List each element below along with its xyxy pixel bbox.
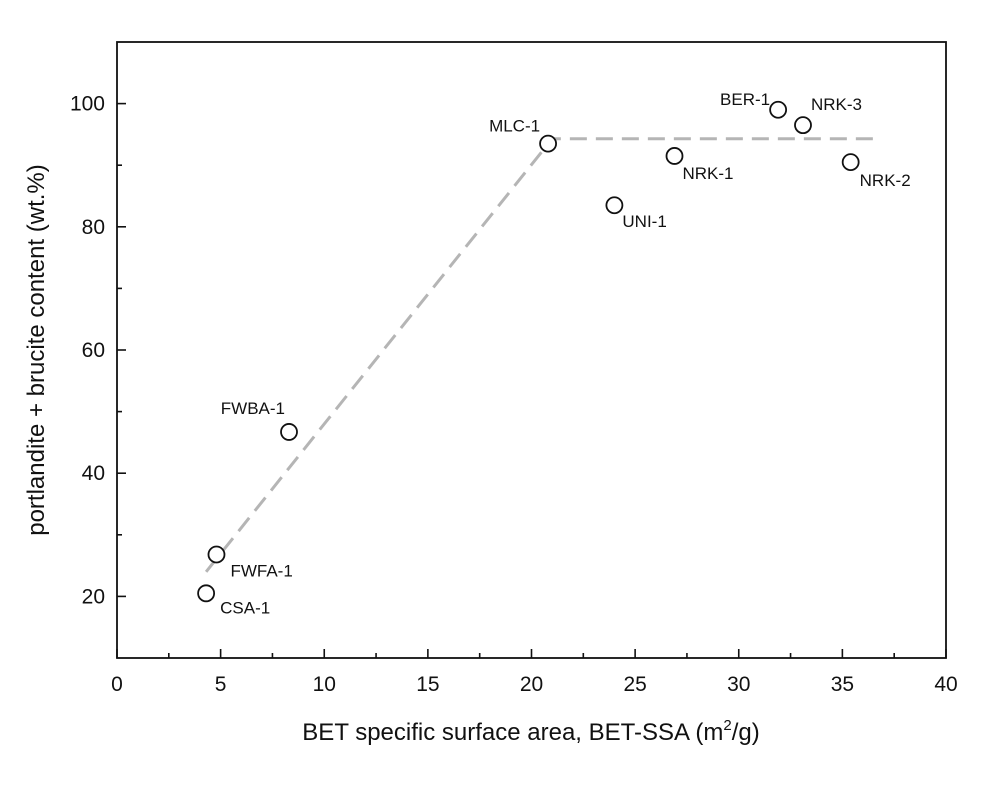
data-point (665, 147, 684, 165)
point-label: CSA-1 (220, 598, 270, 617)
point-label: UNI-1 (622, 212, 666, 231)
data-point (605, 196, 624, 215)
point-labels: CSA-1 FWFA-1 FWBA-1 MLC-1 UNI-1 NRK-1 BER-1 NRK… (220, 90, 911, 618)
trend-line (204, 137, 874, 573)
x-tick-label: 25 (623, 673, 646, 696)
y-axis-title: portlandite + brucite content (wt.%) (23, 164, 50, 536)
x-axis: 0 5 10 15 20 25 30 35 40 (111, 649, 958, 696)
x-tick-label: 40 (934, 673, 957, 696)
x-tick-label: 5 (215, 673, 227, 696)
point-label: MLC-1 (489, 117, 540, 136)
data-points (197, 100, 860, 603)
data-point (794, 116, 812, 135)
x-tick-label: 0 (111, 673, 123, 696)
y-tick-label: 80 (82, 216, 105, 239)
y-tick-label: 20 (82, 585, 105, 608)
data-point (769, 100, 788, 119)
point-label: FWFA-1 (230, 562, 292, 581)
x-tick-label: 35 (831, 673, 854, 696)
y-tick-label: 100 (70, 93, 105, 116)
point-label: NRK-3 (811, 95, 862, 114)
point-label: FWBA-1 (221, 399, 285, 418)
data-point (280, 423, 298, 441)
data-point (197, 584, 216, 603)
x-tick-label: 10 (313, 673, 336, 696)
y-tick-label: 60 (82, 339, 105, 362)
data-point (841, 153, 860, 172)
y-tick-label: 40 (82, 462, 105, 485)
x-tick-label: 15 (416, 673, 439, 696)
data-point (207, 545, 226, 564)
point-label: BER-1 (720, 90, 770, 109)
x-axis-title: BET specific surface area, BET-SSA (m2/g… (302, 717, 759, 746)
point-label: NRK-1 (683, 164, 734, 183)
point-label: NRK-2 (860, 171, 911, 190)
y-axis: 20 40 60 80 100 (70, 93, 126, 608)
data-point (539, 134, 557, 153)
x-tick-label: 20 (520, 673, 543, 696)
x-tick-label: 30 (727, 673, 750, 696)
